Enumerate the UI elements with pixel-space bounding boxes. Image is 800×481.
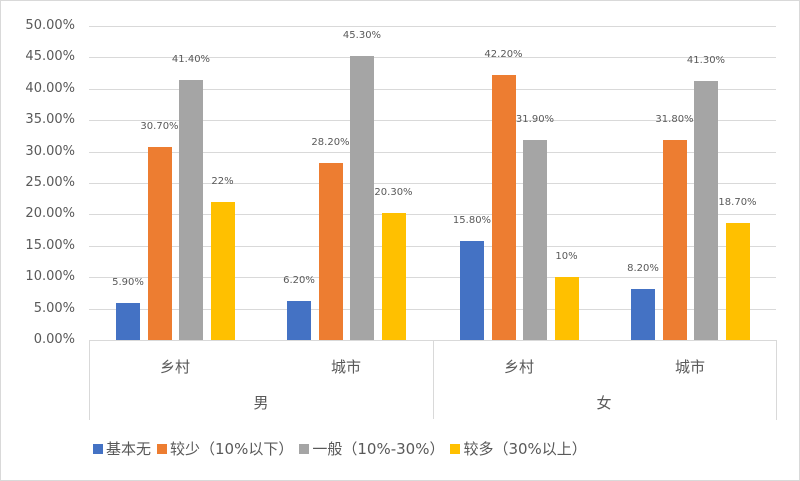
data-label: 20.30% [374, 186, 413, 198]
data-label: 22% [211, 175, 234, 187]
y-tick-label: 20.00% [25, 206, 75, 222]
gridline [89, 26, 776, 27]
bar[interactable] [381, 212, 406, 340]
data-label: 30.70% [140, 121, 179, 133]
bar[interactable] [179, 80, 203, 340]
category-label-male-rural: 乡村 [159, 358, 190, 376]
category-label-male-urban: 城市 [330, 358, 361, 376]
legend-item-more: 较多（30%以上） [450, 438, 587, 459]
data-label: 31.90% [515, 113, 555, 125]
bar[interactable] [350, 55, 374, 340]
legend-label: 基本无 [106, 440, 152, 458]
gridline [89, 308, 776, 310]
data-label: 10% [555, 251, 578, 263]
legend-item-less: 较少（10%以下） [157, 438, 293, 459]
data-label: 41.30% [686, 54, 726, 66]
bar[interactable] [210, 201, 235, 340]
bar[interactable] [287, 301, 311, 340]
data-label: 28.20% [311, 136, 350, 148]
bar[interactable] [116, 302, 140, 340]
data-label: 45.30% [342, 29, 382, 41]
legend-label: 较少（10%以下） [170, 440, 294, 458]
data-label: 41.40% [171, 54, 211, 65]
gridline [89, 120, 776, 122]
y-tick-label: 45.00% [25, 49, 75, 65]
bar[interactable] [147, 147, 172, 340]
bar[interactable] [491, 74, 516, 340]
data-label: 6.20% [283, 275, 315, 287]
gridline [89, 183, 776, 184]
gridline [89, 214, 776, 216]
gridline [89, 57, 776, 59]
legend-label: 一般（10%-30%） [312, 440, 445, 458]
data-label: 15.80% [452, 214, 492, 226]
group-label-male: 男 [253, 394, 269, 412]
bar[interactable] [523, 139, 547, 340]
data-label: 8.20% [627, 262, 659, 274]
data-label: 42.20% [484, 48, 523, 60]
legend-swatch-gray [299, 443, 310, 454]
bar[interactable] [554, 277, 579, 340]
gridline [89, 245, 776, 247]
legend-swatch-orange [157, 443, 168, 454]
bar[interactable] [725, 222, 750, 340]
y-tick-label: 30.00% [25, 143, 75, 159]
legend-swatch-yellow [450, 443, 461, 454]
gridline [89, 151, 776, 153]
category-label-female-urban: 城市 [674, 358, 705, 376]
category-label-female-rural: 乡村 [503, 358, 534, 376]
legend-swatch-blue [93, 443, 103, 454]
group-label-female: 女 [596, 394, 612, 412]
data-label: 5.90% [112, 276, 144, 288]
gridline [89, 88, 776, 90]
gridline [89, 277, 776, 279]
legend: 基本无 较少（10%以下） 一般（10%-30%） 较多（30%以上） [93, 438, 593, 459]
legend-item-normal: 一般（10%-30%） [299, 438, 444, 459]
y-tick-label: 40.00% [25, 80, 75, 96]
y-tick-label: 50.00% [25, 18, 75, 33]
bar[interactable] [694, 80, 718, 340]
bar[interactable] [318, 162, 343, 340]
y-tick-label: 0.00% [33, 332, 75, 347]
y-tick-label: 10.00% [25, 269, 75, 285]
legend-item-none: 基本无 [93, 438, 151, 459]
y-tick-label: 15.00% [25, 237, 75, 253]
y-tick-label: 25.00% [25, 175, 75, 190]
group-divider [433, 340, 434, 419]
y-tick-label: 35.00% [25, 112, 75, 128]
bar[interactable] [631, 288, 655, 340]
y-tick-label: 5.00% [33, 300, 75, 316]
data-label: 31.80% [655, 114, 694, 126]
bar[interactable] [662, 140, 687, 340]
data-label: 18.70% [718, 196, 757, 208]
legend-label: 较多（30%以上） [463, 440, 587, 458]
bar[interactable] [460, 240, 484, 340]
